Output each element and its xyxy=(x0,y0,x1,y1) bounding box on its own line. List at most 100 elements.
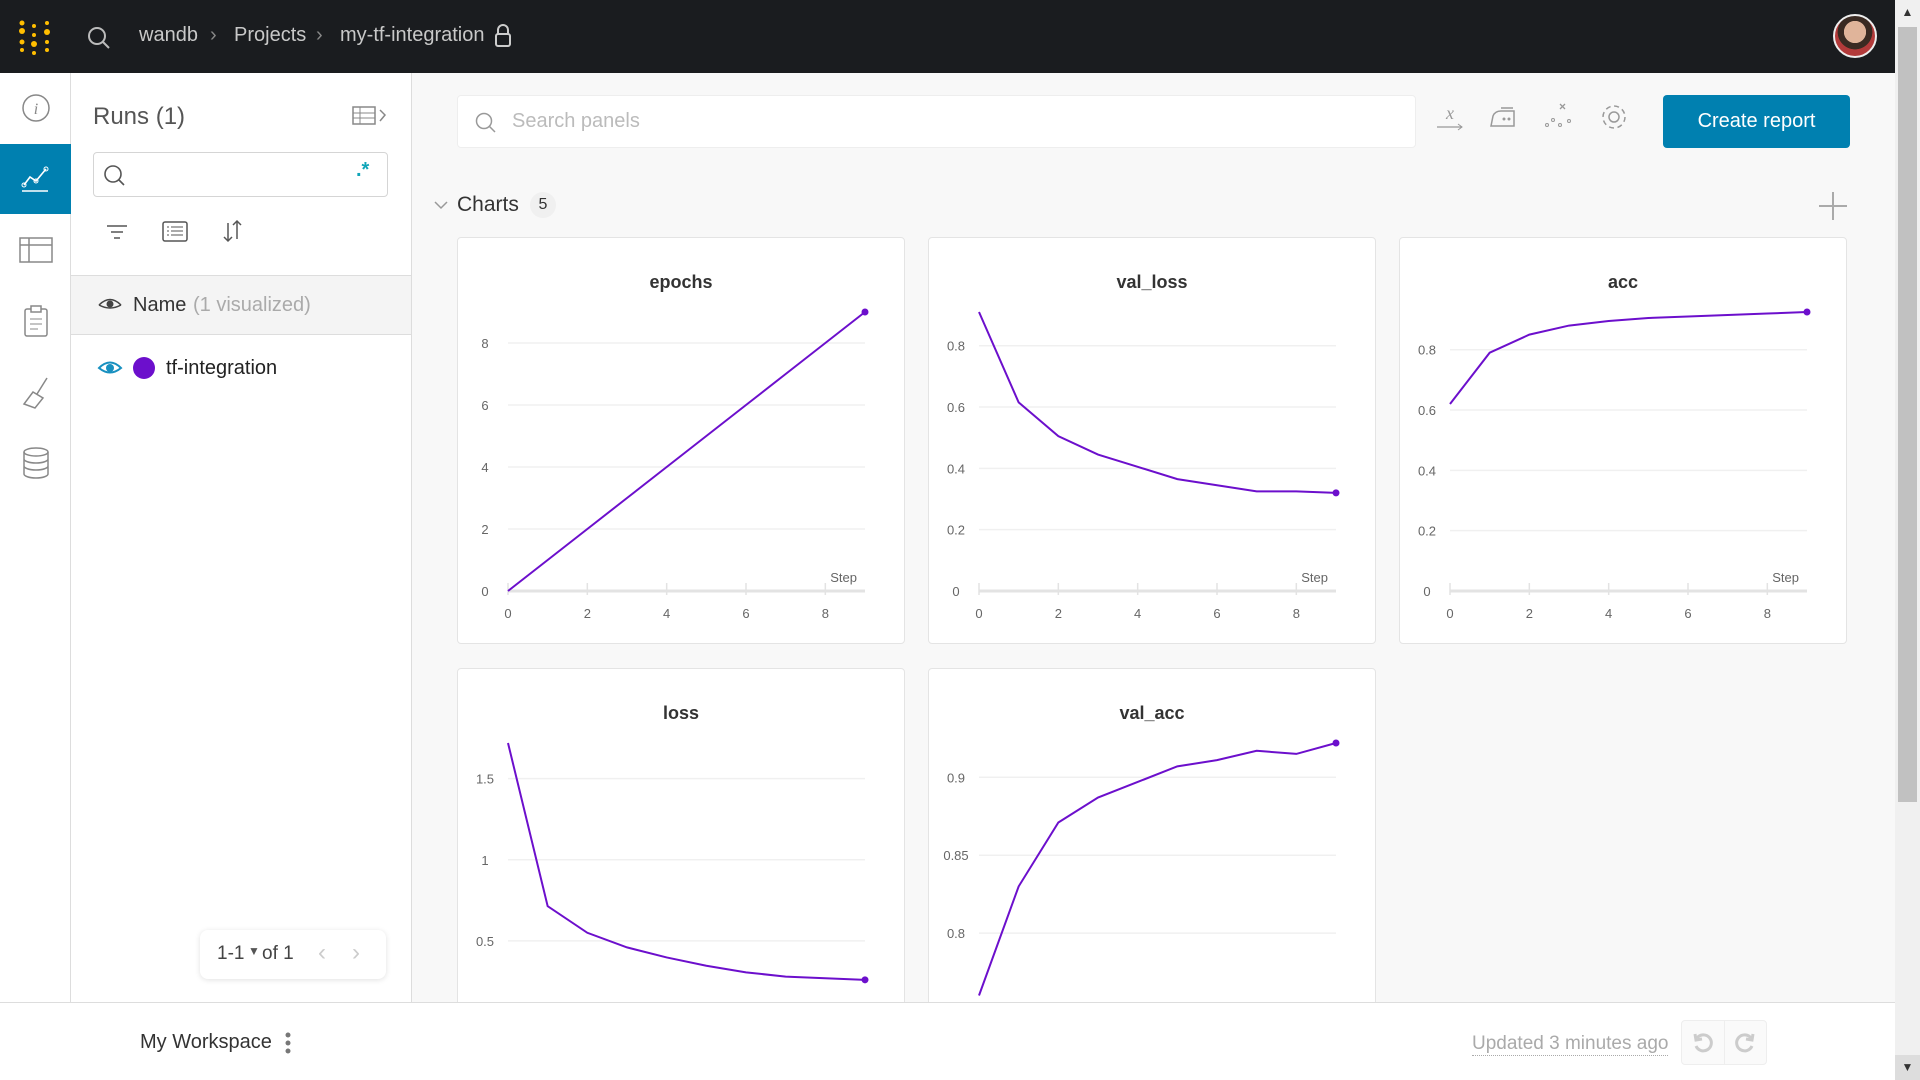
breadcrumb-wandb[interactable]: wandb xyxy=(139,24,198,46)
x-tick-label: 2 xyxy=(584,606,591,621)
line-chart: 0 0.2 0.4 0.6 0.8 0 2 4 6 8 Step xyxy=(1418,308,1811,621)
y-tick-label: 0.85 xyxy=(943,848,968,863)
rail-item-artifacts[interactable] xyxy=(0,428,71,498)
y-tick-label: 0.4 xyxy=(1418,463,1436,478)
table-icon xyxy=(18,237,53,263)
group-list-icon[interactable] xyxy=(162,221,188,243)
x-tick-label: 4 xyxy=(663,606,670,621)
line-chart-icon xyxy=(21,166,48,192)
create-report-button[interactable]: Create report xyxy=(1663,95,1850,148)
y-tick-label: 0.8 xyxy=(947,926,965,941)
series-end-point xyxy=(861,976,869,984)
run-color-swatch[interactable] xyxy=(133,357,155,379)
undo-button[interactable] xyxy=(1682,1021,1725,1064)
scrollbar[interactable]: ▲ ▼ xyxy=(1895,0,1920,1080)
runs-table-header: Name (1 visualized) xyxy=(71,275,411,335)
chart-panel-loss[interactable]: 0.5 1 1.5 loss xyxy=(457,668,905,1002)
svg-text:x: x xyxy=(1445,103,1454,123)
chart-panel-acc[interactable]: 0 0.2 0.4 0.6 0.8 0 2 4 6 8 Step acc xyxy=(1399,237,1847,644)
regex-toggle[interactable]: .* xyxy=(356,159,370,181)
chart-panel-val_loss[interactable]: 0 0.2 0.4 0.6 0.8 0 2 4 6 8 Step val_loss xyxy=(928,237,1376,644)
eye-icon[interactable] xyxy=(97,359,123,377)
search-panels-input[interactable]: Search panels xyxy=(457,95,1416,148)
search-icon[interactable] xyxy=(86,25,112,51)
chart-title: loss xyxy=(662,703,700,723)
avatar[interactable] xyxy=(1833,14,1877,58)
kebab-menu-icon[interactable] xyxy=(282,1031,294,1057)
rail-item-charts[interactable] xyxy=(0,144,71,214)
y-tick-label: 6 xyxy=(481,398,488,413)
line-chart: 0 2 4 6 8 0 2 4 6 8 Step xyxy=(481,308,869,621)
rail-item-sweeps[interactable] xyxy=(0,358,71,428)
left-rail: i xyxy=(0,73,71,1002)
wandb-logo[interactable] xyxy=(18,18,54,56)
line-chart: 0.5 1 1.5 xyxy=(476,742,869,984)
name-column-header[interactable]: Name xyxy=(133,294,187,316)
series-line xyxy=(1449,311,1808,405)
run-row[interactable]: tf-integration xyxy=(71,345,411,391)
workspace-name[interactable]: My Workspace xyxy=(140,1031,272,1053)
series-line xyxy=(978,311,1337,494)
y-tick-label: 0.8 xyxy=(947,339,965,354)
y-tick-label: 0.8 xyxy=(1418,343,1436,358)
chevron-down-icon[interactable] xyxy=(432,196,450,214)
rail-item-table[interactable] xyxy=(0,215,71,285)
filter-icon[interactable] xyxy=(105,223,129,243)
redo-icon xyxy=(1735,1032,1755,1052)
chart-panel-epochs[interactable]: 0 2 4 6 8 0 2 4 6 8 Step epochs xyxy=(457,237,905,644)
series-line xyxy=(507,311,866,592)
x-tick-label: 0 xyxy=(1446,606,1453,621)
add-panel-icon[interactable] xyxy=(1818,191,1848,221)
x-tick-label: 8 xyxy=(1293,606,1300,621)
rail-item-info[interactable]: i xyxy=(0,73,71,143)
eye-icon[interactable] xyxy=(97,296,123,314)
lock-icon xyxy=(495,24,511,47)
chevron-right-icon: › xyxy=(210,24,217,46)
footer: My Workspace Updated 3 minutes ago xyxy=(0,1002,1895,1080)
breadcrumb-project[interactable]: my-tf-integration xyxy=(340,24,485,46)
x-tick-label: 6 xyxy=(1684,606,1691,621)
x-axis-icon[interactable]: x xyxy=(1436,103,1464,133)
breadcrumb-projects[interactable]: Projects xyxy=(234,24,307,46)
y-tick-label: 0.4 xyxy=(947,461,965,476)
y-tick-label: 0.9 xyxy=(947,770,965,785)
run-name[interactable]: tf-integration xyxy=(166,357,278,379)
chart-title: val_acc xyxy=(1119,703,1185,723)
page-range-select[interactable]: 1-1 xyxy=(217,943,245,964)
y-tick-label: 0 xyxy=(481,584,488,599)
chart-title: val_loss xyxy=(1116,272,1188,292)
section-title[interactable]: Charts xyxy=(457,193,519,216)
sort-icon[interactable] xyxy=(221,219,245,245)
next-page-button[interactable]: › xyxy=(352,939,360,966)
gear-icon[interactable] xyxy=(1598,101,1630,133)
info-icon: i xyxy=(21,94,50,122)
series-end-point xyxy=(1803,308,1811,316)
series-end-point xyxy=(861,308,869,316)
y-tick-label: 0.6 xyxy=(947,400,965,415)
undo-redo-group xyxy=(1681,1020,1767,1065)
outliers-icon[interactable] xyxy=(1543,101,1573,131)
chart-panel-val_acc[interactable]: 0.8 0.85 0.9 val_acc xyxy=(928,668,1376,1002)
y-tick-label: 0 xyxy=(1423,584,1430,599)
x-axis-label: Step xyxy=(830,570,857,585)
x-tick-label: 0 xyxy=(504,606,511,621)
scroll-down-button[interactable]: ▼ xyxy=(1895,1055,1920,1080)
line-chart: 0 0.2 0.4 0.6 0.8 0 2 4 6 8 Step xyxy=(947,311,1340,621)
smoothing-iron-icon[interactable] xyxy=(1489,106,1517,128)
series-line xyxy=(507,742,866,981)
line-chart: 0.8 0.85 0.9 xyxy=(943,739,1340,996)
x-tick-label: 0 xyxy=(975,606,982,621)
caret-down-icon[interactable]: ▼ xyxy=(248,944,260,958)
undo-icon xyxy=(1693,1032,1713,1052)
prev-page-button[interactable]: ‹ xyxy=(318,939,326,966)
scroll-up-button[interactable]: ▲ xyxy=(1901,5,1914,19)
table-expand-icon[interactable] xyxy=(352,105,390,127)
clipboard-icon xyxy=(23,305,48,337)
scrollbar-thumb[interactable] xyxy=(1898,27,1917,802)
runs-search-input[interactable]: .* xyxy=(93,152,388,197)
search-icon xyxy=(104,165,125,186)
y-tick-label: 0 xyxy=(952,584,959,599)
redo-button[interactable] xyxy=(1725,1021,1767,1064)
main-panel: Search panels x Create report Charts 5 0… xyxy=(412,73,1895,1002)
rail-item-reports[interactable] xyxy=(0,286,71,356)
